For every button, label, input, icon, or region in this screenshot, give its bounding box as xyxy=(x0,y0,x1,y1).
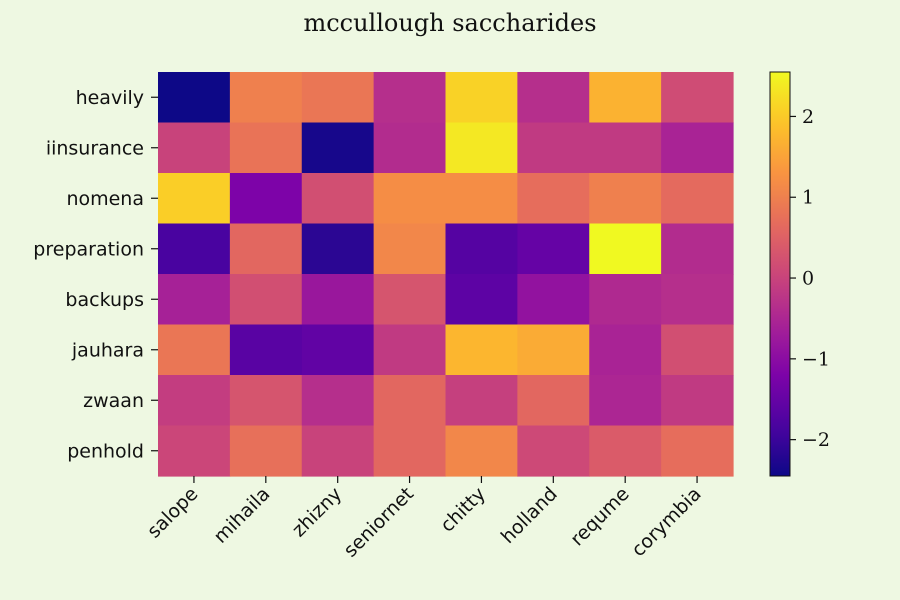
heatmap-cell xyxy=(301,72,375,124)
chart-title: mccullough saccharides xyxy=(303,9,596,37)
heatmap-cell xyxy=(445,223,518,275)
heatmap-cell xyxy=(661,72,734,124)
heatmap-cell xyxy=(158,425,231,477)
heatmap-cell xyxy=(373,375,447,427)
row-label: preparation xyxy=(33,238,144,260)
heatmap-cell xyxy=(158,173,231,225)
colorbar-tick-label: 1 xyxy=(802,187,814,209)
heatmap-cell xyxy=(589,274,662,326)
heatmap-cell xyxy=(158,274,231,326)
heatmap-cell xyxy=(158,72,231,124)
heatmap-cell xyxy=(373,425,447,477)
heatmap-cell xyxy=(445,122,518,174)
heatmap-cell xyxy=(229,425,303,477)
column-label: requme xyxy=(566,483,633,550)
row-labels: heavily iinsurance nomena preparation backup… xyxy=(33,87,158,462)
heatmap-cell xyxy=(589,122,662,174)
heatmap-cell xyxy=(445,274,518,326)
heatmap-cell xyxy=(661,274,734,326)
heatmap-cell xyxy=(661,324,734,376)
column-label: corymbia xyxy=(627,483,705,561)
column-label: seniornet xyxy=(339,483,418,562)
column-label: zhizny xyxy=(288,483,346,541)
heatmap-cell xyxy=(517,324,590,376)
colorbar-gradient xyxy=(769,71,791,477)
heatmap-cell xyxy=(301,173,375,225)
heatmap-cell xyxy=(661,223,734,275)
heatmap-cell xyxy=(373,324,447,376)
heatmap-cell xyxy=(589,223,662,275)
heatmap-cell xyxy=(517,122,590,174)
heatmap-cell xyxy=(517,223,590,275)
heatmap-cell xyxy=(517,274,590,326)
heatmap-cell xyxy=(229,223,303,275)
heatmap-cell xyxy=(589,72,662,124)
row-label: penhold xyxy=(67,440,144,462)
heatmap-cell xyxy=(661,425,734,477)
heatmap-cell xyxy=(445,324,518,376)
heatmap-cell xyxy=(373,223,447,275)
heatmap-cell xyxy=(229,173,303,225)
heatmap-cell xyxy=(158,223,231,275)
heatmap-cell xyxy=(158,375,231,427)
heatmap-cells xyxy=(158,72,734,477)
row-label: heavily xyxy=(76,87,144,109)
column-label: chitty xyxy=(436,483,490,537)
colorbar-tick-label: −2 xyxy=(802,429,830,451)
heatmap-cell xyxy=(301,324,375,376)
heatmap-cell xyxy=(517,375,590,427)
heatmap-cell xyxy=(373,173,447,225)
heatmap-cell xyxy=(445,72,518,124)
row-label: iinsurance xyxy=(46,137,144,159)
heatmap-cell xyxy=(517,72,590,124)
heatmap-cell xyxy=(517,173,590,225)
heatmap-cell xyxy=(661,173,734,225)
colorbar-tick-label: 0 xyxy=(802,268,814,290)
row-label: backups xyxy=(65,289,144,311)
heatmap-cell xyxy=(661,122,734,174)
heatmap-cell xyxy=(589,425,662,477)
column-label: holland xyxy=(497,483,562,548)
heatmap-cell xyxy=(661,375,734,427)
heatmap-cell xyxy=(229,72,303,124)
heatmap-cell xyxy=(589,375,662,427)
heatmap-cell xyxy=(373,72,447,124)
heatmap-cell xyxy=(158,122,231,174)
column-label: salope xyxy=(143,483,203,543)
row-label: jauhara xyxy=(71,339,144,361)
heatmap-cell xyxy=(301,425,375,477)
heatmap-cell xyxy=(373,122,447,174)
column-label: mihaila xyxy=(210,483,275,548)
heatmap-cell xyxy=(517,425,590,477)
heatmap-cell xyxy=(301,375,375,427)
row-label: zwaan xyxy=(83,390,144,412)
heatmap-cell xyxy=(229,122,303,174)
heatmap-cell xyxy=(445,375,518,427)
heatmap-cell xyxy=(301,274,375,326)
colorbar-tick-label: 2 xyxy=(802,106,814,128)
heatmap-cell xyxy=(589,324,662,376)
colorbar-tick-label: −1 xyxy=(802,348,830,370)
heatmap-cell xyxy=(445,173,518,225)
heatmap-cell xyxy=(301,122,375,174)
heatmap-cell xyxy=(589,173,662,225)
heatmap-cell xyxy=(445,425,518,477)
heatmap-cell xyxy=(229,375,303,427)
colorbar: −2 −1 0 1 2 xyxy=(769,71,830,477)
row-label: nomena xyxy=(66,188,144,210)
heatmap-cell xyxy=(158,324,231,376)
heatmap-cell xyxy=(301,223,375,275)
heatmap-cell xyxy=(229,274,303,326)
heatmap-cell xyxy=(373,274,447,326)
heatmap-cell xyxy=(229,324,303,376)
